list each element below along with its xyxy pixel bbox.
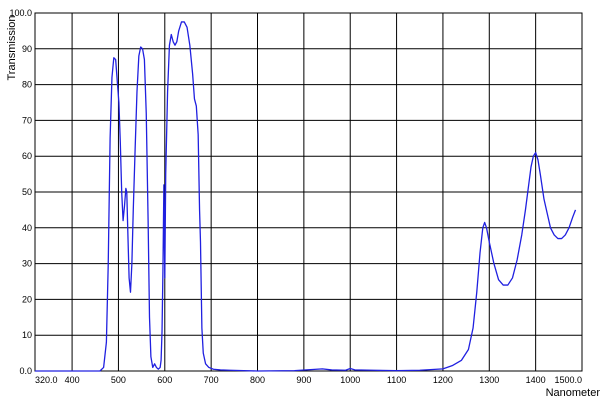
x-tick-label: 1200 [433, 375, 453, 385]
x-tick-label: 1100 [387, 375, 406, 385]
x-tick-label: 400 [65, 375, 80, 385]
y-tick-label: 0.0 [19, 366, 32, 376]
y-axis-label: Transmission [6, 16, 18, 81]
x-tick-label: 320.0 [35, 375, 58, 385]
y-axis-ticks: 0.0 10 20 30 40 50 60 70 80 90 100.0 [9, 8, 32, 376]
plot-frame [34, 12, 583, 372]
y-tick-label: 80 [22, 80, 32, 90]
x-tick-label: 1400 [526, 375, 546, 385]
x-axis-ticks: 320.0 400 500 600 700 800 900 1000 1100 1200 1300 1… [35, 375, 582, 385]
x-tick-label: 800 [250, 375, 265, 385]
y-tick-label: 100.0 [9, 8, 32, 18]
y-tick-label: 50 [22, 187, 32, 197]
x-tick-label: 1300 [479, 375, 499, 385]
x-axis-label: Nanometer [546, 387, 601, 399]
x-tick-label: 900 [296, 375, 311, 385]
x-tick-label: 700 [204, 375, 219, 385]
transmission-curve [35, 21, 577, 372]
grid [35, 13, 582, 371]
x-tick-label: 1000 [340, 375, 360, 385]
y-tick-label: 90 [22, 44, 32, 54]
x-tick-label: 500 [111, 375, 126, 385]
series-group [35, 21, 577, 372]
y-tick-label: 30 [22, 259, 32, 269]
y-tick-label: 10 [22, 330, 32, 340]
y-tick-label: 40 [22, 223, 32, 233]
y-tick-label: 70 [22, 115, 32, 125]
x-tick-label: 600 [157, 375, 172, 385]
x-tick-label: 1500.0 [554, 375, 582, 385]
y-tick-label: 20 [22, 294, 32, 304]
y-tick-label: 60 [22, 151, 32, 161]
